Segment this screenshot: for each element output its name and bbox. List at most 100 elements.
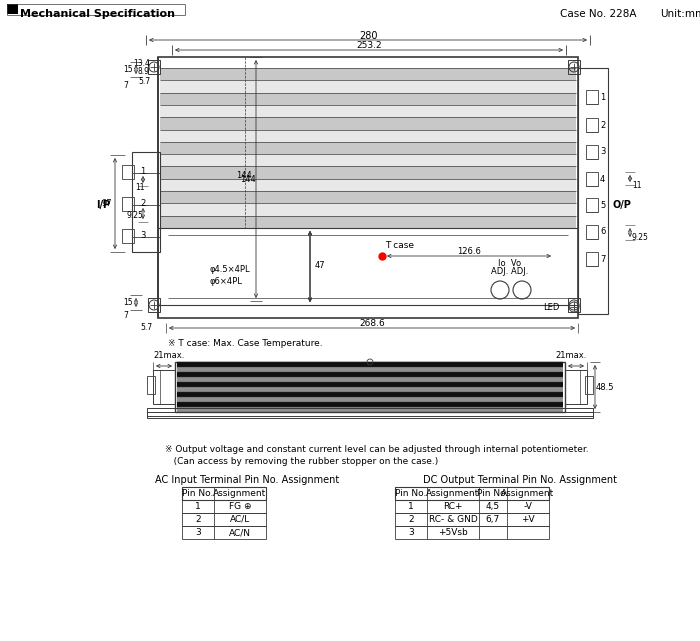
Text: 13.4: 13.4 xyxy=(133,58,150,67)
Text: 1: 1 xyxy=(600,92,606,101)
Text: 5: 5 xyxy=(600,201,606,210)
Bar xyxy=(132,152,160,252)
Text: AC/L: AC/L xyxy=(230,515,250,524)
Bar xyxy=(160,191,576,203)
Text: Io  Vo: Io Vo xyxy=(498,258,522,267)
Bar xyxy=(586,252,598,266)
Bar xyxy=(177,367,563,372)
Text: 3: 3 xyxy=(140,231,146,240)
Text: AC Input Terminal Pin No. Assignment: AC Input Terminal Pin No. Assignment xyxy=(155,475,339,485)
Text: Mechanical Specification: Mechanical Specification xyxy=(20,9,175,19)
Bar xyxy=(395,513,549,526)
Bar xyxy=(395,487,549,500)
Text: Assignment: Assignment xyxy=(214,489,267,498)
Bar xyxy=(177,402,563,407)
Bar xyxy=(160,215,576,228)
Text: 21max.: 21max. xyxy=(153,351,184,360)
Text: 4: 4 xyxy=(600,174,606,183)
Text: 253.2: 253.2 xyxy=(356,42,382,51)
Text: RC+: RC+ xyxy=(443,502,463,511)
Text: ※ T case: Max. Case Temperature.: ※ T case: Max. Case Temperature. xyxy=(168,338,323,347)
Text: 5.7: 5.7 xyxy=(140,324,152,333)
Bar xyxy=(160,142,576,154)
Text: Assignment: Assignment xyxy=(426,489,480,498)
Text: 2: 2 xyxy=(140,199,146,208)
Text: FG ⊕: FG ⊕ xyxy=(229,502,251,511)
Bar xyxy=(182,513,266,526)
Text: +5Vsb: +5Vsb xyxy=(438,528,468,537)
Bar xyxy=(147,376,155,394)
Text: AC/N: AC/N xyxy=(229,528,251,537)
Text: 48.5: 48.5 xyxy=(596,383,615,392)
Text: 21max.: 21max. xyxy=(556,351,587,360)
Text: ADJ. ADJ.: ADJ. ADJ. xyxy=(491,267,528,276)
Text: 1: 1 xyxy=(408,502,414,511)
Text: RC- & GND: RC- & GND xyxy=(428,515,477,524)
Text: 9.25: 9.25 xyxy=(126,210,143,219)
Bar xyxy=(177,392,563,397)
Bar xyxy=(160,117,576,129)
Bar xyxy=(160,179,576,191)
Text: 268.6: 268.6 xyxy=(359,319,385,328)
Text: Pin No.: Pin No. xyxy=(395,489,427,498)
Text: 3: 3 xyxy=(408,528,414,537)
Bar xyxy=(177,382,563,387)
Bar xyxy=(177,362,563,367)
Bar xyxy=(586,118,598,132)
Text: Pin No.: Pin No. xyxy=(477,489,509,498)
Text: Assignment: Assignment xyxy=(501,489,554,498)
Bar xyxy=(160,105,576,117)
Bar xyxy=(148,298,160,312)
Bar xyxy=(578,68,608,314)
Bar xyxy=(585,376,593,394)
Text: 15: 15 xyxy=(123,298,133,307)
Text: 6,7: 6,7 xyxy=(486,515,500,524)
Bar xyxy=(160,92,576,105)
Bar xyxy=(565,370,587,404)
Text: Unit:mm: Unit:mm xyxy=(660,9,700,19)
Text: 7: 7 xyxy=(600,254,606,263)
Text: φ4.5×4PL: φ4.5×4PL xyxy=(210,265,251,274)
Text: 4,5: 4,5 xyxy=(486,502,500,511)
Bar xyxy=(586,172,598,186)
Text: 280: 280 xyxy=(358,31,377,41)
Text: 15: 15 xyxy=(123,65,133,74)
Text: 3: 3 xyxy=(195,528,201,537)
Text: 1: 1 xyxy=(140,167,146,176)
Bar xyxy=(586,198,598,212)
Bar xyxy=(177,397,563,402)
Text: 2: 2 xyxy=(408,515,414,524)
Bar xyxy=(586,225,598,239)
Text: 8.9: 8.9 xyxy=(138,67,150,76)
Text: +V: +V xyxy=(522,515,535,524)
Bar xyxy=(160,80,576,92)
Text: 2: 2 xyxy=(600,121,606,129)
Bar xyxy=(586,90,598,104)
Bar xyxy=(122,197,134,211)
Bar xyxy=(122,165,134,179)
Bar xyxy=(182,500,266,513)
Text: φ6×4PL: φ6×4PL xyxy=(210,276,243,285)
Bar xyxy=(160,167,576,179)
Text: 1: 1 xyxy=(195,502,201,511)
Text: T case: T case xyxy=(385,242,414,251)
Bar xyxy=(160,129,576,142)
Text: 11: 11 xyxy=(136,183,145,192)
Bar xyxy=(177,372,563,377)
Text: 2: 2 xyxy=(195,515,201,524)
Bar xyxy=(568,298,580,312)
Text: 9.25: 9.25 xyxy=(632,233,649,242)
Bar xyxy=(175,362,565,412)
Text: 5.7: 5.7 xyxy=(138,76,150,85)
Bar xyxy=(160,203,576,215)
Bar xyxy=(158,57,578,318)
Text: -V: -V xyxy=(524,502,533,511)
Text: 3: 3 xyxy=(600,147,606,156)
Bar xyxy=(177,377,563,382)
Bar xyxy=(568,60,580,74)
Bar xyxy=(7,4,18,14)
Bar xyxy=(177,407,563,412)
Text: 144: 144 xyxy=(237,171,252,179)
Bar xyxy=(147,408,593,416)
Text: 126.6: 126.6 xyxy=(457,247,481,256)
